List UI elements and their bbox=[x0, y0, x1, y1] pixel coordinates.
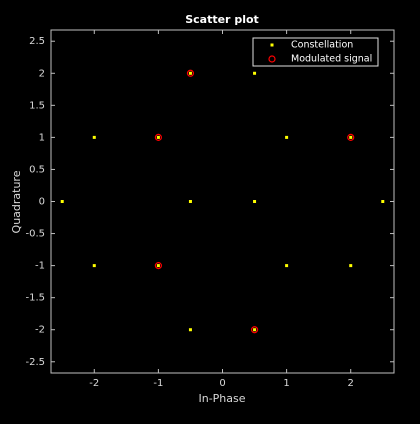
constellation-point bbox=[188, 71, 192, 75]
constellation-point bbox=[92, 264, 96, 268]
y-tick-label: 0 bbox=[39, 197, 45, 208]
signal-marker bbox=[154, 262, 162, 270]
legend-label: Constellation bbox=[291, 40, 353, 51]
x-axis-label: In-Phase bbox=[198, 392, 245, 405]
constellation-point bbox=[253, 200, 257, 203]
y-tick-label: -2.5 bbox=[25, 357, 45, 368]
constellation-point bbox=[285, 264, 289, 268]
constellation-point bbox=[253, 328, 257, 332]
y-tick-label: -1.5 bbox=[25, 293, 45, 304]
constellation-point bbox=[92, 135, 96, 139]
constellation-point bbox=[349, 135, 353, 139]
y-tick-label: -0.5 bbox=[25, 229, 45, 240]
constellation-point bbox=[156, 264, 160, 268]
signal-marker bbox=[347, 133, 355, 141]
signal-marker bbox=[250, 326, 259, 334]
chart-title: Scatter plot bbox=[185, 13, 259, 26]
y-tick-label: 0.5 bbox=[29, 164, 45, 175]
legend-box bbox=[252, 37, 379, 67]
y-tick-label: -2 bbox=[35, 325, 45, 336]
constellation-point bbox=[349, 264, 353, 268]
constellation-point bbox=[188, 200, 192, 203]
signal-marker bbox=[154, 133, 162, 141]
constellation-point bbox=[60, 200, 64, 203]
legend-marker bbox=[270, 43, 274, 47]
constellation-point bbox=[253, 71, 257, 75]
constellation-point bbox=[285, 135, 289, 139]
constellation-point bbox=[188, 328, 192, 332]
x-tick-label: -2 bbox=[89, 378, 99, 389]
x-tick-label: 2 bbox=[348, 378, 354, 389]
x-tick-label: 0 bbox=[219, 378, 225, 389]
y-tick-label: 2 bbox=[39, 68, 45, 79]
constellation-point bbox=[156, 135, 160, 139]
y-tick-label: 1 bbox=[39, 132, 45, 143]
y-tick-label: 1.5 bbox=[29, 100, 45, 111]
y-tick-label: 2.5 bbox=[29, 36, 45, 47]
plot-area bbox=[50, 29, 395, 374]
legend-label: Modulated signal bbox=[291, 54, 372, 65]
x-tick-label: 1 bbox=[283, 378, 289, 389]
legend-marker bbox=[268, 55, 276, 63]
constellation-point bbox=[381, 200, 385, 203]
signal-marker bbox=[186, 69, 195, 77]
y-axis-label: Quadrature bbox=[10, 170, 23, 233]
y-tick-label: -1 bbox=[35, 261, 45, 272]
x-tick-label: -1 bbox=[153, 378, 163, 389]
